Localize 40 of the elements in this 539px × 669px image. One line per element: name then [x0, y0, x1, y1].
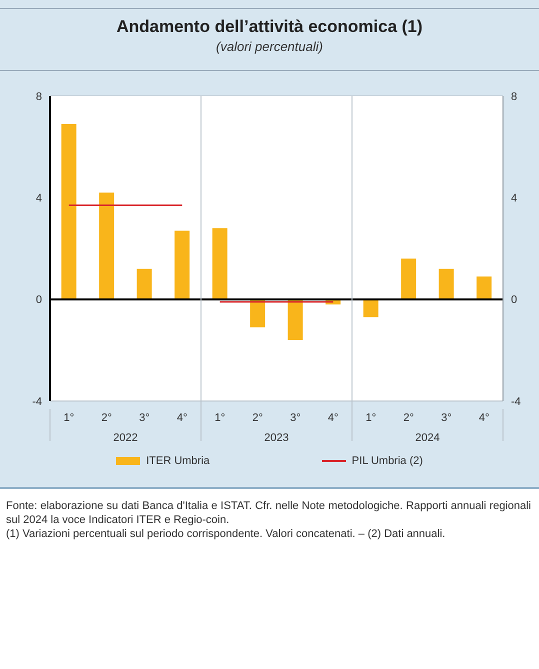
bar [438, 268, 454, 300]
text: 2024 [415, 432, 440, 444]
text: (1) Variazioni percentuali sul periodo corrispondente. Valori concatenati. – (2) Dati annuali. [6, 527, 446, 541]
bar [288, 299, 303, 340]
x-tick-label: 2° [101, 412, 112, 424]
bar [476, 276, 492, 300]
x-tick-label: 3° [290, 412, 301, 424]
x-tick-label: 2° [403, 412, 414, 424]
chart-subtitle: (valori percentuali) [215, 39, 324, 54]
chart-title: Andamento dell’attività economica (1) [115, 17, 424, 37]
bar [250, 299, 266, 328]
x-tick-label: 4° [176, 412, 188, 424]
text: 2022 [113, 432, 138, 444]
x-tick-label: 2° [252, 412, 263, 424]
bar [212, 228, 228, 300]
x-tick-label: 4° [478, 412, 490, 424]
bar [61, 124, 76, 300]
y2-tick-label: 4 [511, 192, 518, 205]
text: 2023 [264, 432, 289, 444]
y2-tick-label: -4 [511, 396, 521, 408]
source-note: Fonte: elaborazione su dati Banca d'Italia e ISTAT. Cfr. nelle Note metodologiche. Rapporti annuali regionali sul 2024 la voce Indicatori ITER e Regio-coin. [6, 499, 531, 527]
bar [99, 192, 114, 300]
x-tick-label: 1° [366, 412, 376, 424]
bar [363, 299, 378, 318]
y-tick-label: 8 [36, 90, 42, 103]
bar [136, 268, 152, 300]
y-tick-label: 4 [36, 192, 42, 205]
x-tick-label: 4° [328, 412, 338, 424]
legend-label: ITER Umbria [146, 455, 210, 467]
bar [401, 258, 416, 300]
y-tick-label: 0 [36, 294, 42, 306]
x-tick-label: 3° [139, 412, 150, 424]
x-tick-label: 1° [64, 412, 74, 424]
bar [174, 230, 190, 300]
legend-label: PIL Umbria (2) [352, 455, 423, 467]
x-tick-label: 1° [214, 412, 226, 424]
y2-tick-label: 8 [511, 90, 518, 103]
y2-tick-label: 0 [511, 294, 518, 306]
y-tick-label: -4 [32, 396, 42, 408]
x-tick-label: 3° [441, 412, 452, 424]
